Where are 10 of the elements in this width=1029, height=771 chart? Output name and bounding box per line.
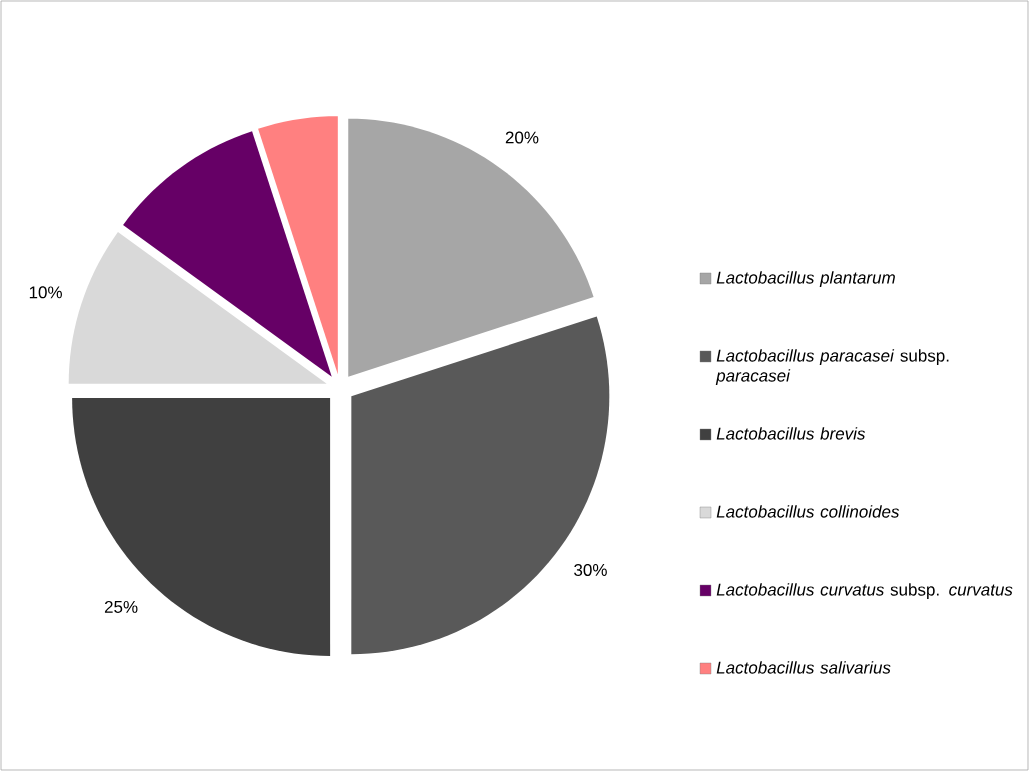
data-label: 25% (104, 600, 138, 613)
data-label: 10% (29, 286, 62, 299)
data-label: 20% (505, 131, 539, 144)
legend-label: Lactobacillus brevis (716, 427, 866, 440)
data-label: 30% (574, 563, 607, 576)
legend-label: Lactobacillus curvatus subsp. curvatus (716, 583, 1013, 600)
legend-label: Lactobacillus collinoides (716, 505, 900, 518)
category-label: Lactobacillus paracasei subsp. paracasei (715, 349, 949, 386)
legend-label: Lactobacillus plantarum (716, 271, 895, 288)
legend-label: Lactobacillus salivarius (716, 661, 891, 674)
